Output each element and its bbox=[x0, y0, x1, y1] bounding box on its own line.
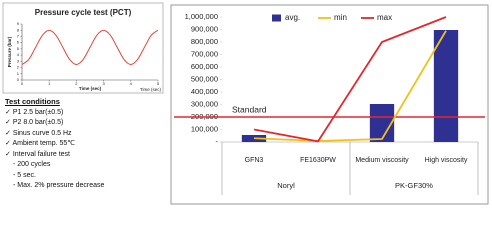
annotation: Time (sec) bbox=[140, 87, 162, 92]
test-conditions: Test conditions P1 2.5 bar(±0.5)P2 8.0 ba… bbox=[5, 97, 104, 192]
condition-item: Ambient temp. 55℃ bbox=[5, 139, 104, 150]
line bbox=[253, 16, 447, 143]
y-tick-label: 900,000 bbox=[191, 24, 218, 33]
y-tick-label: 2 bbox=[17, 65, 20, 70]
line bbox=[21, 29, 159, 65]
legend-label: avg. bbox=[285, 13, 300, 22]
reference-label: Standard bbox=[232, 104, 267, 114]
y-tick-label: 600,000 bbox=[191, 62, 218, 71]
y-tick-label: 4 bbox=[17, 52, 20, 57]
y-tick-label: 1,000,000 bbox=[185, 12, 218, 21]
condition-subitem: - 200 cycles bbox=[13, 161, 51, 168]
condition-item: Sinus curve 0.5 Hz bbox=[5, 129, 104, 140]
condition-subitem: - Max. 2% pressure decrease bbox=[13, 182, 105, 189]
page: Pressure cycle test (PCT) 0 1 2 3 4 5 6 7 8 9 0 1 2 3 4… bbox=[0, 0, 492, 209]
y-axis-label: Pressure (bar) bbox=[7, 36, 12, 67]
y-tick-label: 3 bbox=[17, 58, 20, 63]
y-tick-label: 500,000 bbox=[191, 74, 218, 83]
x-tick-label: 3 bbox=[102, 81, 105, 86]
condition-item: P2 8.0 bar(±0.5) bbox=[5, 118, 104, 129]
x-tick-label: 4 bbox=[130, 81, 133, 86]
y-tick-label: 800,000 bbox=[191, 37, 218, 46]
x-axis-label: Time (sec) bbox=[79, 86, 102, 91]
x-tick-label: 5 bbox=[157, 81, 160, 86]
group-label: Noryl bbox=[277, 181, 295, 190]
y-tick-label: 300,000 bbox=[191, 99, 218, 108]
bar bbox=[369, 104, 395, 142]
y-tick-label: 9 bbox=[17, 21, 20, 26]
x-tick-label: GFN3 bbox=[244, 156, 264, 164]
line bbox=[253, 30, 447, 142]
y-tick-label: 1 bbox=[17, 71, 20, 76]
chart-title: Pressure cycle test (PCT) bbox=[35, 8, 132, 17]
y-tick-label: 100,000 bbox=[191, 124, 218, 133]
legend-label: max bbox=[377, 13, 392, 22]
x-tick-label: 0 bbox=[21, 81, 24, 86]
group-label: PK-GF30% bbox=[395, 181, 433, 190]
legend-swatch bbox=[272, 14, 281, 22]
x-tick-label: High viscosity bbox=[424, 156, 468, 164]
condition-item: P1 2.5 bar(±0.5) bbox=[5, 108, 104, 119]
y-tick-label: 700,000 bbox=[191, 49, 218, 58]
conditions-title: Test conditions bbox=[5, 97, 60, 106]
y-tick-label: 7 bbox=[17, 34, 20, 39]
left-frame bbox=[2, 2, 164, 94]
y-tick-label: 5 bbox=[17, 46, 20, 51]
x-tick-label: 1 bbox=[48, 81, 51, 86]
condition-subitem: - 5 sec. bbox=[13, 171, 36, 179]
bar bbox=[433, 30, 459, 142]
y-tick-label: 400,000 bbox=[191, 87, 218, 96]
y-tick-label: 6 bbox=[17, 40, 20, 45]
y-tick-label: - bbox=[216, 137, 219, 146]
x-tick-label: 2 bbox=[75, 81, 78, 86]
x-tick-label: FE1630PW bbox=[300, 156, 336, 164]
legend-label: min bbox=[334, 13, 347, 22]
y-tick-label: 8 bbox=[17, 27, 20, 32]
condition-item: Interval failure test bbox=[5, 150, 104, 161]
y-tick-label: 0 bbox=[17, 77, 20, 82]
x-tick-label: Medium viscosity bbox=[355, 156, 409, 164]
